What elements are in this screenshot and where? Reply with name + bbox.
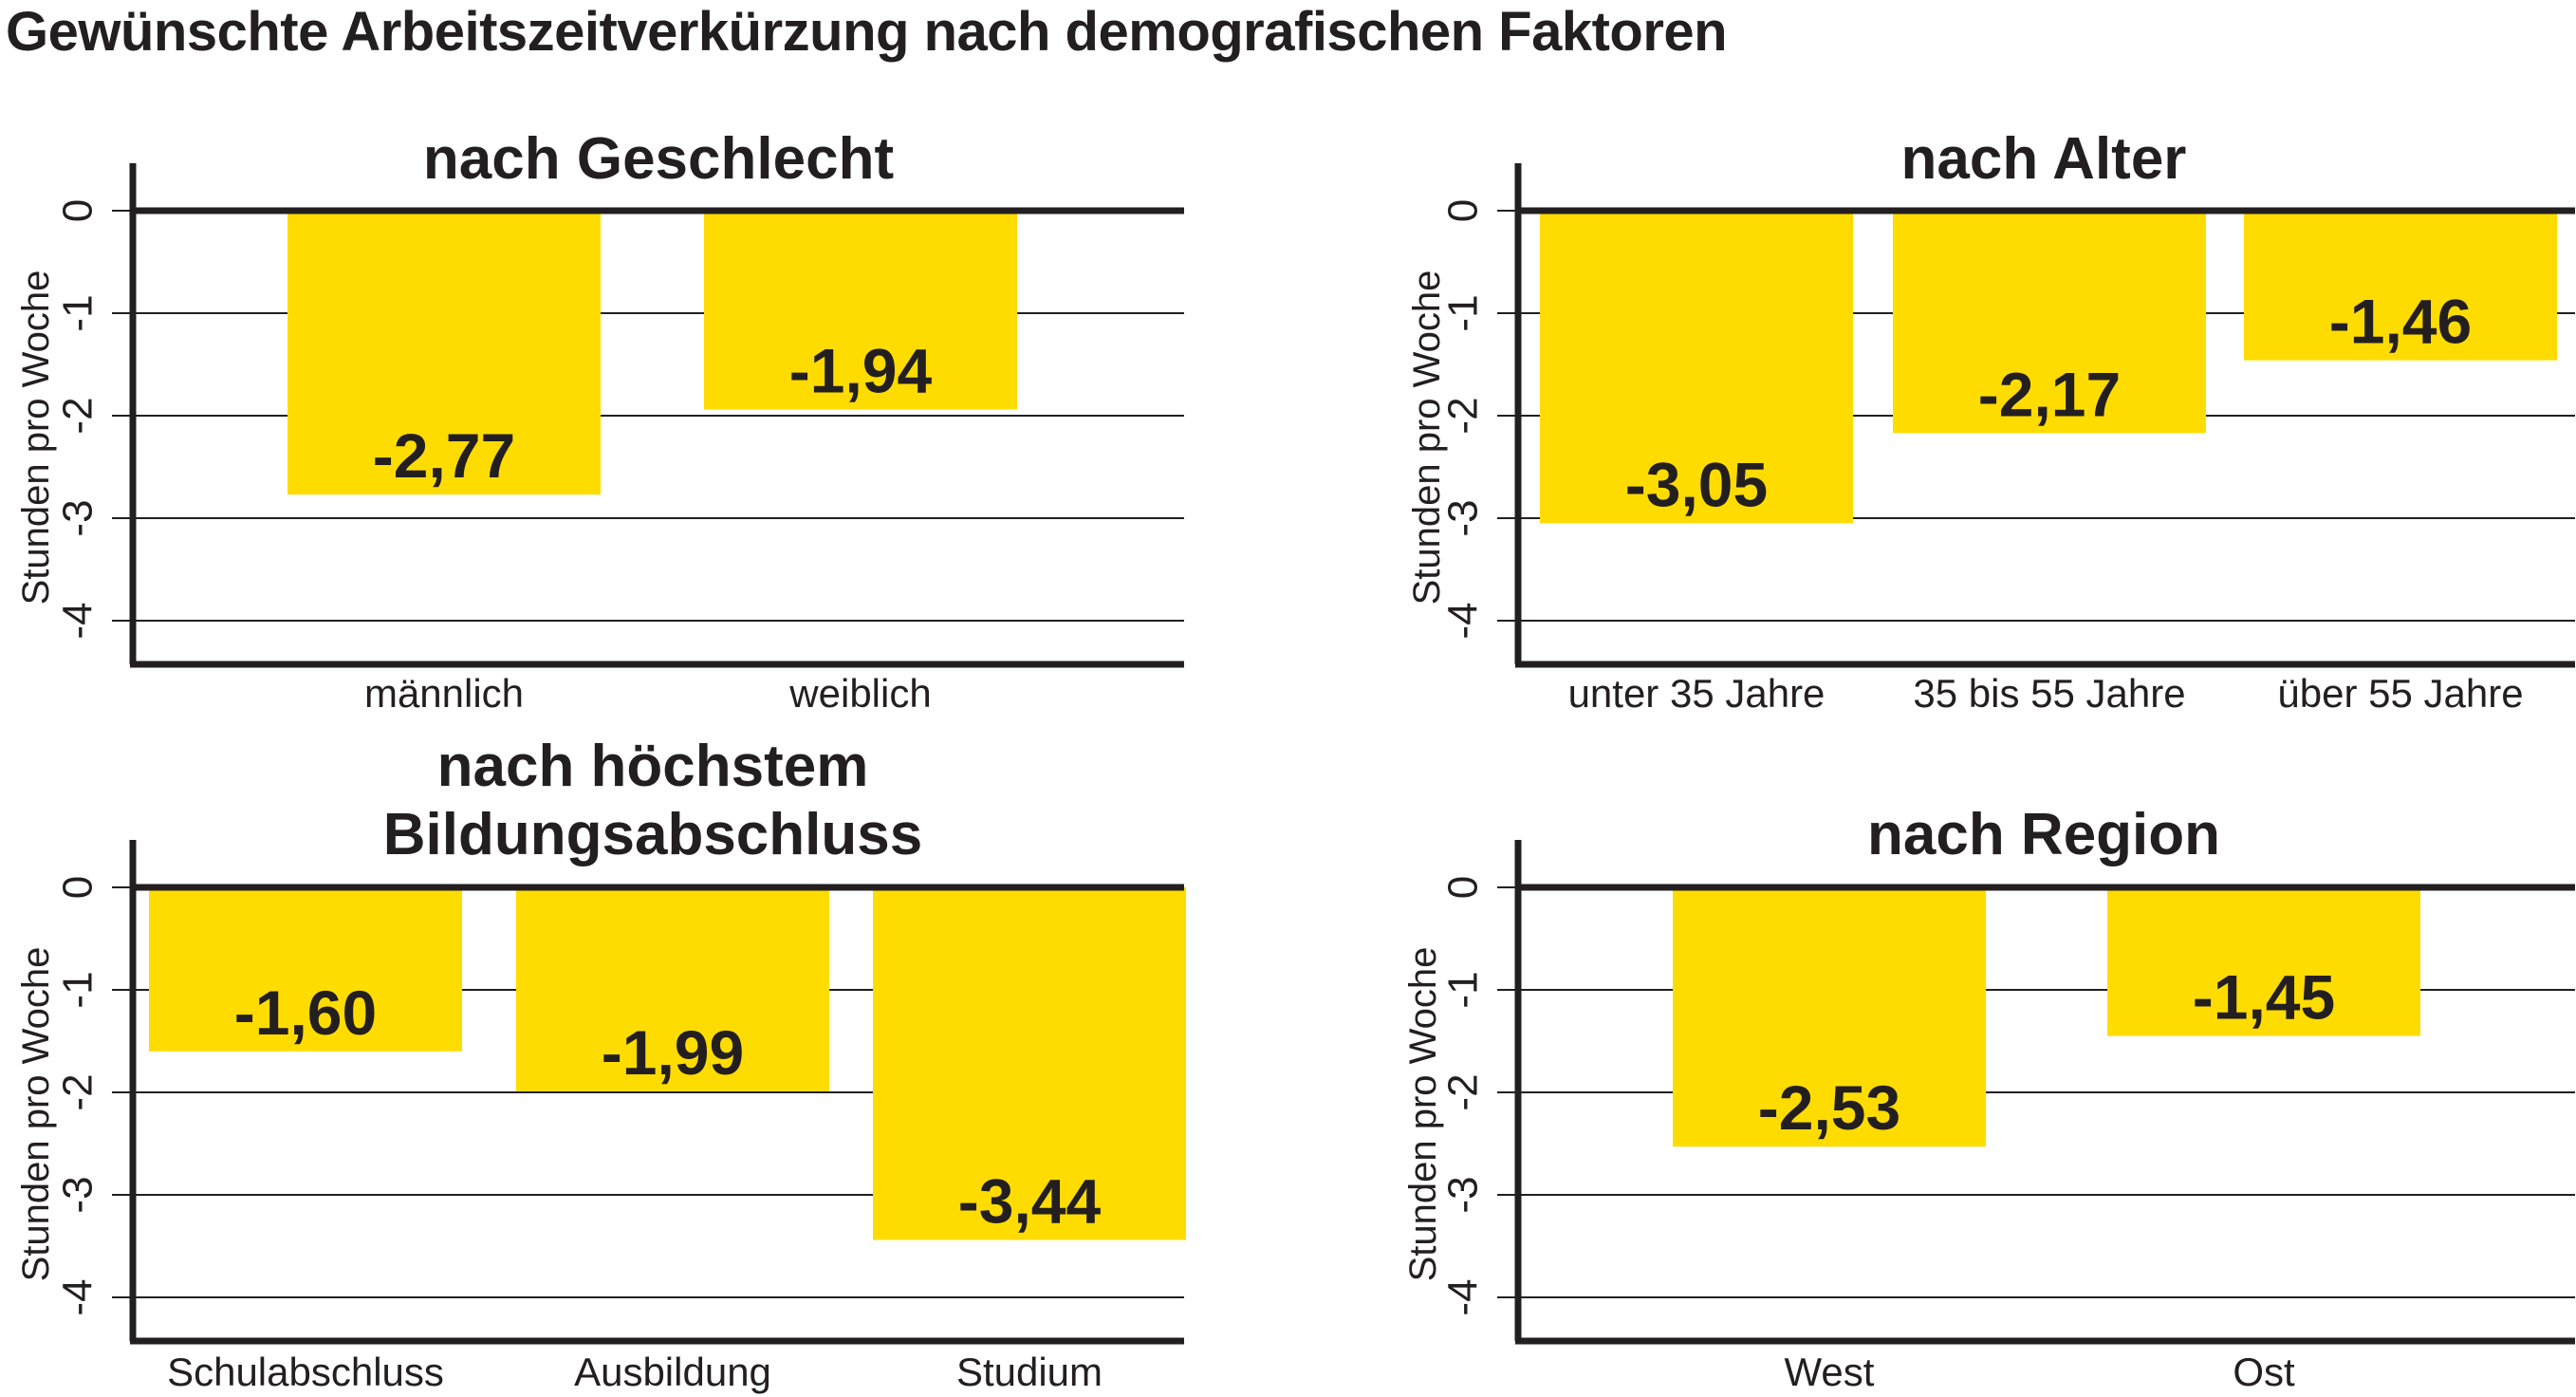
bar	[516, 887, 829, 1091]
y-tick-label: -1	[1440, 971, 1487, 1008]
panel-title: nach höchstem	[437, 734, 869, 799]
data-label: -2,53	[1758, 1072, 1900, 1143]
x-tick-label: 35 bis 55 Jahre	[1913, 671, 2185, 716]
y-tick-label: 0	[1440, 199, 1487, 222]
y-tick-label: -4	[55, 1278, 102, 1315]
y-tick-label: -1	[1440, 294, 1487, 331]
bar	[2244, 211, 2557, 361]
y-tick-label: -2	[55, 1073, 102, 1110]
x-tick-label: männlich	[364, 671, 524, 716]
y-tick-label: -2	[1440, 1073, 1487, 1110]
y-axis-label: Stunden pro Woche	[1402, 947, 1444, 1282]
x-tick-label: West	[1785, 1350, 1875, 1394]
data-label: -2,77	[373, 420, 515, 491]
main-title: Gewünschte Arbeitszeitverkürzung nach de…	[6, 1, 1728, 63]
y-tick-label: -3	[55, 1176, 102, 1213]
x-tick-label: Ost	[2233, 1350, 2295, 1394]
bar	[1673, 887, 1986, 1147]
y-tick-label: 0	[1440, 876, 1487, 899]
data-label: -2,17	[1978, 359, 2121, 429]
y-tick-label: -1	[55, 971, 102, 1008]
y-tick-label: -2	[55, 397, 102, 434]
x-tick-label: unter 35 Jahre	[1568, 671, 1825, 716]
y-tick-label: -1	[55, 294, 102, 331]
data-label: -3,05	[1625, 449, 1768, 519]
bar	[287, 211, 601, 495]
y-axis-label: Stunden pro Woche	[1406, 270, 1448, 605]
y-axis-label: Stunden pro Woche	[15, 947, 57, 1282]
y-tick-label: 0	[55, 876, 102, 899]
y-tick-label: -2	[1440, 397, 1487, 434]
data-label: -3,44	[958, 1166, 1102, 1237]
y-tick-label: 0	[55, 199, 102, 222]
y-tick-label: -4	[55, 602, 102, 639]
data-label: -1,94	[789, 336, 933, 406]
y-tick-label: -4	[1440, 602, 1487, 639]
bar	[1893, 211, 2206, 434]
data-label: -1,60	[234, 978, 377, 1048]
panel-title: nach Alter	[1901, 126, 2187, 192]
y-tick-label: -4	[1440, 1278, 1487, 1315]
panel-title: nach Geschlecht	[423, 126, 894, 192]
bar	[704, 211, 1017, 410]
panel-title: nach Region	[1867, 802, 2220, 867]
y-tick-label: -3	[55, 499, 102, 536]
x-tick-label: Schulabschluss	[167, 1350, 444, 1394]
x-tick-label: Studium	[956, 1350, 1103, 1394]
data-label: -1,45	[2193, 962, 2335, 1033]
x-tick-label: weiblich	[788, 671, 931, 716]
y-axis-label: Stunden pro Woche	[15, 270, 57, 605]
bar	[149, 887, 462, 1052]
data-label: -1,99	[602, 1017, 744, 1088]
x-tick-label: Ausbildung	[574, 1350, 771, 1394]
x-tick-label: über 55 Jahre	[2277, 671, 2523, 716]
bar	[1540, 211, 1853, 524]
y-tick-label: -3	[1440, 1176, 1487, 1213]
panel-title: Bildungsabschluss	[383, 802, 922, 867]
bar	[2107, 887, 2420, 1036]
y-tick-label: -3	[1440, 499, 1487, 536]
bar	[873, 887, 1186, 1240]
data-label: -1,46	[2329, 287, 2472, 357]
